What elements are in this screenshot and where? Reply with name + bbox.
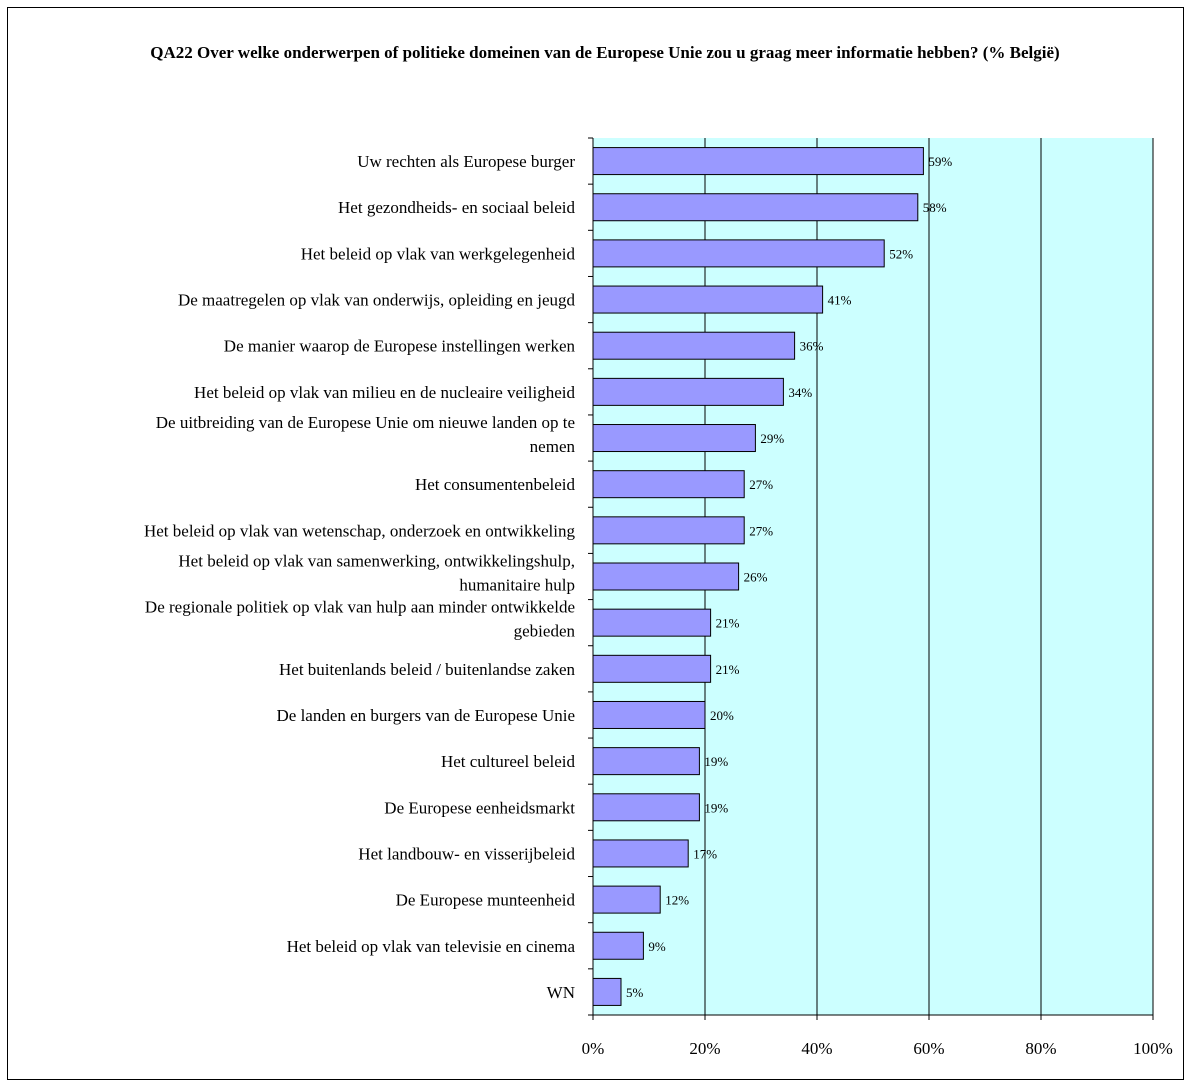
category-label: Het buitenlands beleid / buitenlandse za… <box>279 660 575 679</box>
x-tick-label: 40% <box>801 1039 832 1058</box>
bar <box>592 377 784 406</box>
bar <box>592 147 924 176</box>
category-label: De Europese munteenheid <box>396 891 576 910</box>
category-label: Het gezondheids- en sociaal beleid <box>338 198 575 217</box>
category-label: Het beleid op vlak van wetenschap, onder… <box>144 521 576 540</box>
category-label: Het beleid op vlak van samenwerking, ont… <box>178 552 575 595</box>
category-label: Het beleid op vlak van werkgelegenheid <box>301 244 576 263</box>
bar-value-label: 21% <box>716 616 740 631</box>
bar <box>592 424 756 453</box>
bar <box>592 285 824 314</box>
category-label: Het landbouw- en visserijbeleid <box>358 844 575 863</box>
bar-value-label: 20% <box>710 708 734 723</box>
bar <box>592 608 712 637</box>
bar-value-label: 19% <box>704 754 728 769</box>
bar-value-label: 52% <box>889 246 913 261</box>
bar <box>592 654 712 683</box>
category-label: WN <box>547 983 575 1002</box>
bar-value-label: 58% <box>923 200 947 215</box>
bar <box>592 193 919 222</box>
bar-value-label: 41% <box>828 293 852 308</box>
category-label: De regionale politiek op vlak van hulp a… <box>145 598 576 641</box>
bar <box>592 516 745 545</box>
x-tick-label: 60% <box>913 1039 944 1058</box>
bar-value-label: 59% <box>928 154 952 169</box>
bar <box>592 562 740 591</box>
bar <box>592 977 622 1006</box>
bar <box>592 239 885 268</box>
bar-value-label: 27% <box>749 523 773 538</box>
bar-value-label: 29% <box>760 431 784 446</box>
bar <box>592 470 745 499</box>
bar <box>592 793 700 822</box>
bar-value-label: 12% <box>665 893 689 908</box>
category-label: Het beleid op vlak van milieu en de nucl… <box>194 383 575 402</box>
bar-value-label: 34% <box>788 385 812 400</box>
bar-value-label: 17% <box>693 846 717 861</box>
category-label: De uitbreiding van de Europese Unie om n… <box>156 413 576 456</box>
bar-value-label: 19% <box>704 800 728 815</box>
category-label: Het cultureel beleid <box>441 752 576 771</box>
bar <box>592 747 700 776</box>
x-tick-label: 100% <box>1133 1039 1173 1058</box>
bar <box>592 839 689 868</box>
bar-value-label: 5% <box>626 985 644 1000</box>
bar-value-label: 21% <box>716 662 740 677</box>
x-tick-label: 20% <box>689 1039 720 1058</box>
bar <box>592 700 706 729</box>
bar-value-label: 26% <box>744 570 768 585</box>
x-tick-label: 0% <box>582 1039 605 1058</box>
bar <box>592 931 644 960</box>
category-label: De manier waarop de Europese instellinge… <box>224 337 576 356</box>
bar-value-label: 27% <box>749 477 773 492</box>
x-tick-label: 80% <box>1025 1039 1056 1058</box>
bar-value-label: 9% <box>648 939 666 954</box>
category-label: De Europese eenheidsmarkt <box>384 798 575 817</box>
chart-title: QA22 Over welke onderwerpen of politieke… <box>150 43 1060 62</box>
bar-value-label: 36% <box>800 339 824 354</box>
category-label: De maatregelen op vlak van onderwijs, op… <box>178 291 576 310</box>
category-label: Het beleid op vlak van televisie en cine… <box>287 937 576 956</box>
category-label: Uw rechten als Europese burger <box>357 152 575 171</box>
category-label: De landen en burgers van de Europese Uni… <box>277 706 576 725</box>
bar <box>592 885 661 914</box>
bar <box>592 331 796 360</box>
category-label: Het consumentenbeleid <box>415 475 576 494</box>
